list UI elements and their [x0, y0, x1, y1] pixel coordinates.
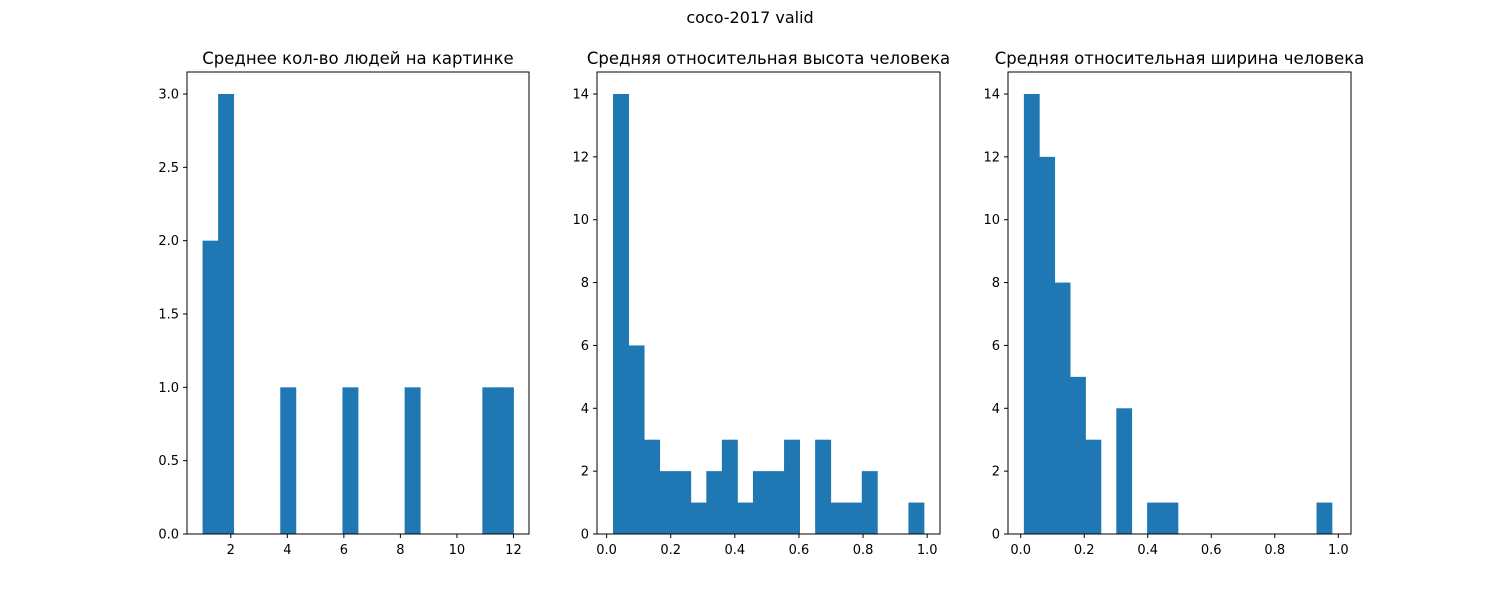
y-tick-label: 3.0 [158, 88, 179, 103]
histogram-bar [1023, 94, 1040, 534]
y-tick-label: 10 [572, 213, 589, 228]
y-tick-label: 8 [992, 276, 1000, 291]
y-tick-label: 1.0 [158, 381, 179, 396]
x-tick-label: 8 [396, 543, 404, 558]
y-tick-label: 2 [992, 465, 1000, 480]
y-tick-label: 6 [992, 339, 1000, 354]
axes-frame [186, 71, 530, 535]
chart-2: 0.0 0.2 0.4 0.6 0.8 1.0 0 2 4 6 8 10 12 14 Средняя отн… [572, 49, 950, 558]
histogram-bar [218, 94, 235, 534]
x-tick-label: 10 [449, 543, 466, 558]
figure-suptitle: coco-2017 valid [686, 8, 814, 27]
axes-frame [1007, 71, 1352, 535]
x-tick-label: 0.6 [789, 543, 810, 558]
y-tick-label: 2 [581, 465, 589, 480]
histogram-bar [1054, 282, 1071, 534]
histogram-bar [659, 471, 676, 534]
x-tick-label: 0.6 [1201, 543, 1222, 558]
histogram-bar [1039, 156, 1056, 535]
x-tick-label: 0.8 [853, 543, 874, 558]
x-tick-label: 2 [227, 543, 235, 558]
histogram-bar [1316, 502, 1333, 534]
histogram-bar [737, 502, 754, 534]
y-tick-label: 2.5 [158, 161, 179, 176]
x-tick-label: 0.2 [660, 543, 681, 558]
histogram-bar [1070, 376, 1086, 534]
x-tick-label: 4 [283, 543, 291, 558]
chart-title: Средняя относительная ширина человека [995, 49, 1365, 68]
x-tick-label: 1.0 [917, 543, 938, 558]
x-tick-label: 0.2 [1074, 543, 1095, 558]
chart-title: Среднее кол-во людей на картинке [202, 49, 513, 68]
y-tick-label: 12 [983, 150, 1000, 165]
y-tick-label: 0 [992, 528, 1000, 543]
chart-1: 2 4 6 8 10 12 0.0 0.5 1.0 1.5 2.0 2.5 3.0 Среднее кол… [158, 49, 530, 558]
histogram-bar [628, 345, 645, 534]
y-tick-label: 4 [581, 402, 589, 417]
y-tick-label: 10 [983, 213, 1000, 228]
chart-3: 0.0 0.2 0.4 0.6 0.8 1.0 0 2 4 6 8 10 12 14 Средняя отн… [983, 49, 1364, 558]
histogram-bar [482, 387, 499, 534]
y-tick-label: 12 [572, 150, 589, 165]
x-tick-label: 0.0 [1010, 543, 1031, 558]
y-tick-label: 1.5 [158, 308, 179, 323]
histogram-bar [784, 439, 800, 534]
histogram-bar [675, 471, 692, 534]
histogram-bar [1085, 439, 1102, 534]
y-tick-label: 4 [992, 402, 1000, 417]
histogram-bar [846, 502, 863, 534]
y-tick-label: 14 [572, 88, 589, 103]
histogram-bar [861, 471, 878, 534]
y-tick-label: 2.0 [158, 234, 179, 249]
chart-title: Средняя относительная высота человека [587, 49, 950, 68]
y-tick-label: 14 [983, 88, 1000, 103]
histogram-bar [768, 471, 785, 534]
x-tick-label: 0.4 [724, 543, 745, 558]
y-tick-label: 0.5 [158, 454, 179, 469]
histogram-bar [830, 502, 847, 534]
histogram-bar [908, 502, 925, 534]
x-tick-label: 0.4 [1137, 543, 1158, 558]
histogram-bar [815, 439, 832, 534]
histogram-bar [644, 439, 661, 534]
histogram-bar [706, 471, 723, 534]
histogram-bar [280, 387, 297, 534]
histogram-bar [1162, 502, 1179, 534]
x-tick-label: 0.8 [1264, 543, 1285, 558]
y-tick-label: 8 [581, 276, 589, 291]
x-tick-label: 1.0 [1328, 543, 1349, 558]
x-tick-label: 12 [505, 543, 522, 558]
histogram-bar [1147, 502, 1163, 534]
histogram-bar [721, 439, 738, 534]
y-tick-label: 0.0 [158, 528, 179, 543]
y-tick-label: 0 [581, 528, 589, 543]
histogram-bar [1116, 408, 1133, 534]
histogram-bar [202, 240, 219, 535]
histogram-bar [613, 94, 629, 534]
histogram-bar [690, 502, 707, 534]
histogram-bar [752, 471, 769, 534]
x-tick-label: 6 [340, 543, 348, 558]
histogram-bar [404, 387, 421, 534]
x-tick-label: 0.0 [596, 543, 617, 558]
axes-frame [596, 71, 941, 535]
histogram-bar [497, 387, 514, 534]
histogram-bar [342, 387, 359, 534]
y-tick-label: 6 [581, 339, 589, 354]
